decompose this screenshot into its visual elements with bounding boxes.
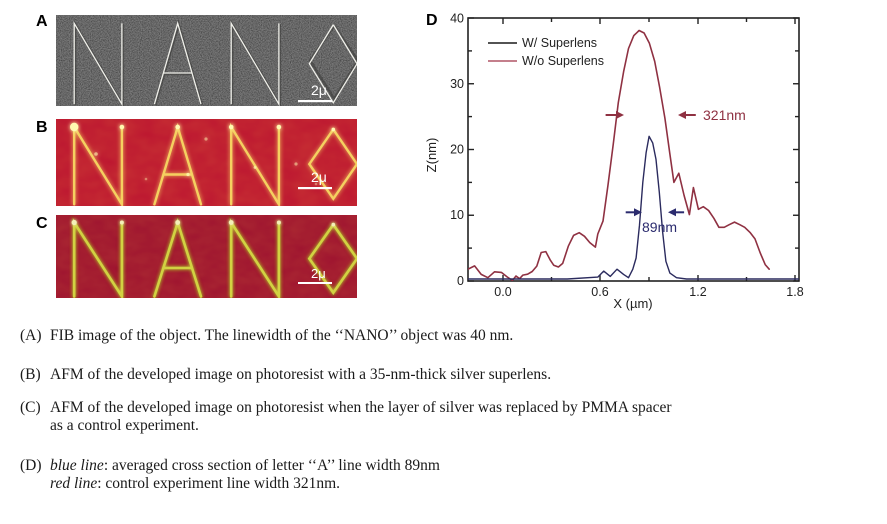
svg-text:0.6: 0.6 [591,285,608,299]
svg-text:2μ: 2μ [311,82,327,98]
svg-text:0.0: 0.0 [494,285,511,299]
svg-text:40: 40 [450,12,464,26]
svg-text:89nm: 89nm [642,219,677,235]
svg-text:W/o Superlens: W/o Superlens [522,54,604,68]
svg-text:10: 10 [450,208,464,222]
svg-text:321nm: 321nm [703,107,746,123]
svg-text:X (µm): X (µm) [613,296,652,311]
svg-text:0: 0 [457,274,464,288]
svg-text:D: D [426,12,438,29]
svg-text:1.8: 1.8 [786,285,803,299]
svg-text:W/ Superlens: W/ Superlens [522,36,597,50]
svg-text:1.2: 1.2 [689,285,706,299]
svg-text:30: 30 [450,77,464,91]
svg-text:2μ: 2μ [311,169,327,185]
svg-text:Z(nm): Z(nm) [424,138,439,173]
svg-text:2μ: 2μ [311,266,326,281]
svg-text:20: 20 [450,143,464,157]
